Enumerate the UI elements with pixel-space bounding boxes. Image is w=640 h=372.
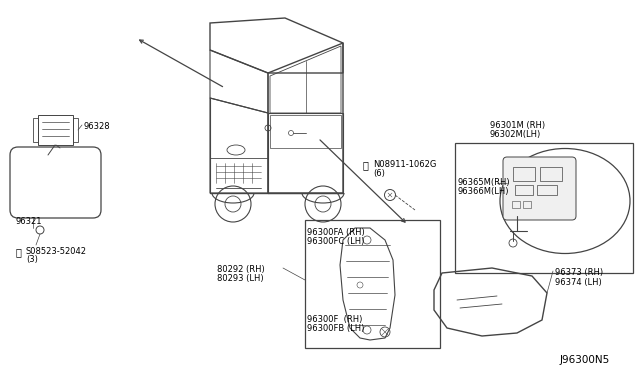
Text: 96373 (RH): 96373 (RH) — [555, 268, 603, 277]
Bar — [540, 167, 562, 181]
Bar — [515, 185, 533, 195]
Text: 96300FC (LH): 96300FC (LH) — [307, 237, 364, 246]
Text: (3): (3) — [26, 255, 38, 264]
Text: 96366M(LH): 96366M(LH) — [457, 187, 509, 196]
Bar — [455, 143, 633, 273]
Text: 80292 (RH): 80292 (RH) — [217, 265, 265, 274]
Text: Ⓢ: Ⓢ — [16, 247, 22, 257]
Text: 96374 (LH): 96374 (LH) — [555, 278, 602, 287]
FancyBboxPatch shape — [503, 157, 576, 220]
Text: 96300FB (LH): 96300FB (LH) — [307, 324, 364, 333]
Text: 96300F  (RH): 96300F (RH) — [307, 315, 362, 324]
Text: 96300FA (RH): 96300FA (RH) — [307, 228, 365, 237]
Text: 80293 (LH): 80293 (LH) — [217, 274, 264, 283]
Text: Ⓝ: Ⓝ — [363, 160, 369, 170]
Text: 96301M (RH): 96301M (RH) — [490, 121, 545, 130]
Text: 96365M(RH): 96365M(RH) — [457, 178, 509, 187]
Text: N08911-1062G: N08911-1062G — [373, 160, 436, 169]
Bar — [512, 201, 520, 208]
Bar — [523, 201, 531, 208]
Text: 96302M(LH): 96302M(LH) — [490, 130, 541, 139]
Text: (6): (6) — [373, 169, 385, 178]
Bar — [537, 185, 557, 195]
Text: 96328: 96328 — [83, 122, 109, 131]
Text: S08523-52042: S08523-52042 — [26, 247, 87, 256]
Text: J96300N5: J96300N5 — [560, 355, 611, 365]
Bar — [305, 220, 440, 348]
Text: 96321: 96321 — [16, 217, 42, 226]
Bar — [513, 167, 535, 181]
